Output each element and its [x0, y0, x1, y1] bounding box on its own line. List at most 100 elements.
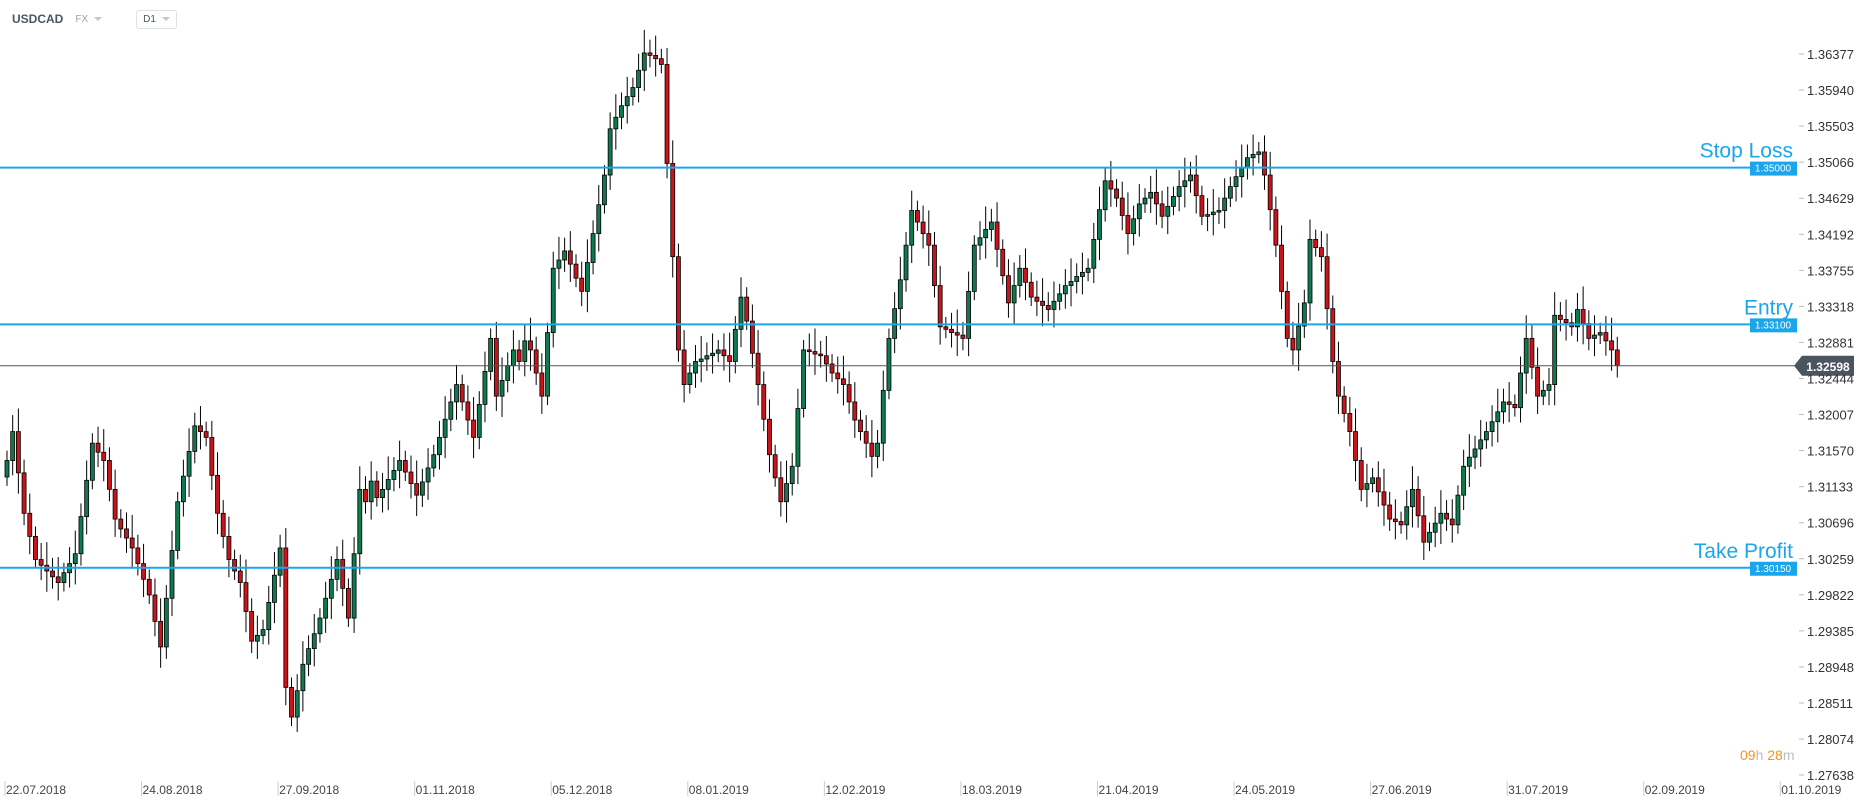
date-tick-label: 05.12.2018 [552, 783, 612, 797]
candle-body [351, 553, 357, 619]
candle [232, 549, 238, 580]
candle [306, 635, 311, 677]
candle [21, 459, 27, 526]
candle-body [681, 349, 687, 385]
candle [1074, 263, 1080, 294]
candle [1415, 476, 1421, 528]
candle-body [391, 469, 397, 480]
candle-body [983, 229, 989, 239]
date-tick-label: 27.09.2018 [279, 783, 339, 797]
chart-header: USDCAD FX D1 [12, 8, 177, 30]
candle [260, 619, 266, 645]
candle-body [1301, 302, 1307, 327]
candle-body [1387, 504, 1393, 520]
candle-body [1119, 197, 1125, 216]
candle-body [482, 370, 488, 405]
candle [841, 355, 846, 406]
candle [1028, 272, 1034, 307]
symbol-label[interactable]: USDCAD [12, 12, 64, 26]
candle [977, 221, 983, 261]
candle-body [135, 547, 141, 565]
candle [180, 459, 186, 517]
candle [476, 391, 482, 450]
candle [215, 452, 220, 535]
candle [220, 500, 226, 549]
candle [1540, 380, 1546, 406]
candle-body [385, 479, 391, 490]
candle [209, 420, 215, 491]
candle-body [328, 578, 334, 599]
candle-body [1313, 238, 1319, 249]
candle [1603, 316, 1609, 356]
candle [431, 444, 437, 477]
candle-body [1131, 218, 1137, 235]
candle [397, 440, 403, 489]
candle [1205, 198, 1210, 232]
candle-body [1307, 238, 1313, 304]
candle [715, 340, 721, 363]
candle-body [795, 408, 801, 467]
candle [1444, 500, 1449, 531]
candle-body [1148, 191, 1154, 199]
candle [573, 254, 579, 288]
candle-body [1040, 300, 1045, 306]
candle-body [670, 163, 676, 258]
candle-body [846, 384, 852, 403]
candle [243, 559, 249, 633]
candle [300, 641, 306, 712]
candle [698, 335, 704, 383]
candle-body [1193, 174, 1199, 197]
candle [419, 468, 425, 508]
candle [345, 578, 351, 627]
candle-body [112, 488, 118, 520]
candle-body [818, 353, 824, 357]
candle-body [511, 349, 516, 367]
candle-body [658, 58, 664, 65]
candle-body [710, 352, 715, 357]
candle [653, 35, 659, 77]
candle-body [698, 358, 704, 362]
candle [72, 530, 78, 585]
timeframe-dropdown[interactable]: D1 [136, 9, 177, 29]
candle [1222, 178, 1228, 229]
time-axis: 22.07.2018 24.08.2018 27.09.2018 01.11.2018… [4, 781, 1842, 797]
candle [1159, 190, 1165, 229]
candle [1353, 408, 1358, 482]
candle-body [272, 574, 277, 603]
candle [636, 53, 641, 103]
level-price-tag [1750, 161, 1797, 176]
candle-body [1165, 205, 1171, 217]
candle [380, 472, 385, 513]
candle-body [1284, 290, 1290, 339]
candle-body [647, 52, 653, 56]
candle [1296, 302, 1302, 371]
candle [539, 353, 545, 414]
candle [1045, 292, 1051, 322]
candle-body [1108, 180, 1114, 190]
candle [1210, 189, 1216, 236]
date-tick-label: 01.11.2018 [416, 783, 475, 797]
candle-body [1114, 188, 1119, 199]
candle-body [1290, 337, 1296, 351]
candle-body [1006, 275, 1011, 304]
date-tick-label: 12.02.2019 [825, 783, 885, 797]
candle-body [1227, 186, 1233, 199]
timer-hours-unit: h [1755, 747, 1764, 763]
candle [522, 324, 528, 377]
candle [704, 342, 710, 371]
candle [1478, 420, 1484, 467]
candle [1182, 157, 1188, 208]
candle-body [937, 285, 943, 328]
candle [664, 47, 670, 179]
candle-body [1136, 203, 1142, 220]
candle [869, 420, 875, 478]
candle-body [630, 87, 636, 98]
candle-body [1057, 293, 1063, 302]
candle-body [505, 365, 511, 381]
candle [454, 364, 459, 420]
price-tick-label: 1.29385 [1807, 624, 1854, 639]
market-dropdown[interactable]: FX [75, 14, 103, 25]
candle-body [243, 582, 249, 612]
price-tick-label: 1.36377 [1807, 47, 1854, 62]
